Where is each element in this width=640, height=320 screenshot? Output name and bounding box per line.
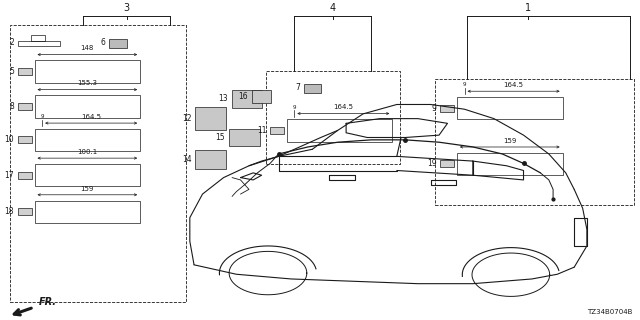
Text: 4: 4 [330,3,336,12]
Bar [435,79,634,205]
Text: 5: 5 [9,67,14,76]
Bar [270,127,284,134]
Text: 164.5: 164.5 [333,104,353,110]
Text: 19: 19 [427,159,436,168]
Bar [195,150,226,169]
Bar [31,35,45,41]
Text: 164.5: 164.5 [504,82,524,88]
Text: 10: 10 [4,135,14,144]
Text: 148: 148 [81,45,94,52]
Bar [18,172,32,179]
Text: 1: 1 [525,3,531,12]
Bar [304,84,321,92]
Bar [109,39,127,48]
Text: 164.5: 164.5 [81,114,101,120]
Text: 9: 9 [292,105,296,110]
Text: 7: 7 [295,83,300,92]
Text: 17: 17 [4,171,14,180]
Text: 9: 9 [40,114,44,119]
Bar [457,153,563,175]
Bar [18,41,60,46]
Bar [440,160,454,167]
Bar [252,90,271,103]
Text: 9: 9 [431,104,436,113]
Text: FR.: FR. [38,297,56,307]
Bar [35,201,140,223]
Bar [457,97,563,119]
Bar [18,68,32,75]
Bar [229,129,260,146]
Text: 15: 15 [216,133,225,142]
Text: 13: 13 [218,94,228,103]
Text: 11: 11 [257,126,266,135]
Text: 155.3: 155.3 [77,80,97,86]
Text: 18: 18 [4,207,14,216]
Text: 159: 159 [81,186,94,192]
Text: 14: 14 [182,155,191,164]
Bar [232,90,262,108]
Bar [35,95,140,118]
Text: 6: 6 [100,38,105,47]
Bar [35,129,140,151]
Text: 2: 2 [10,38,14,47]
Text: 100.1: 100.1 [77,149,97,155]
Text: 12: 12 [182,114,191,123]
Bar [195,107,226,131]
Text: 3: 3 [124,3,130,12]
Bar [35,60,140,83]
Bar [18,208,32,215]
Bar [10,25,186,302]
Bar [440,105,454,112]
Bar [266,71,400,164]
Bar [18,136,32,143]
Bar [18,103,32,110]
Bar [35,164,140,186]
Text: 159: 159 [503,138,516,144]
Text: 16: 16 [238,92,248,101]
Text: 8: 8 [10,102,14,111]
Bar [287,119,392,141]
Text: 9: 9 [463,83,467,87]
Text: TZ34B0704B: TZ34B0704B [587,309,632,315]
